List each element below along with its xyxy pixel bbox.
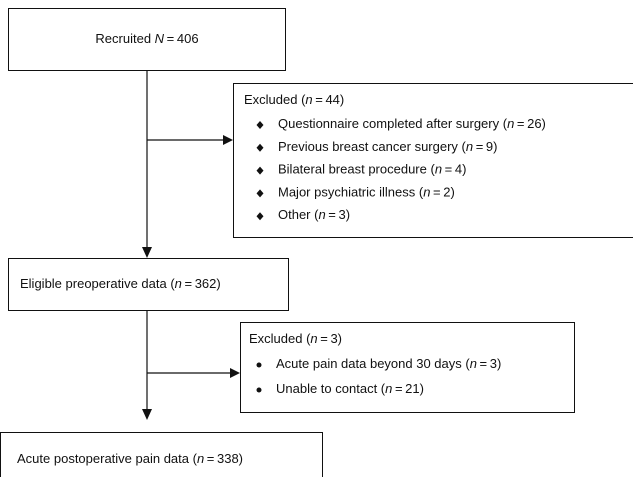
label-part: n [310, 331, 317, 346]
label-part: n [305, 92, 312, 107]
label-part: n [507, 116, 514, 131]
label-part: Acute pain data beyond 30 days ( [276, 356, 470, 371]
label-part: Questionnaire completed after surgery ( [278, 116, 508, 131]
label: Acute postoperative pain data (n = 338) [17, 451, 243, 466]
bullet [256, 121, 264, 129]
arrowhead [230, 368, 240, 378]
arrowhead [142, 409, 152, 420]
box-recruited [8, 8, 286, 71]
label-part: Acute postoperative pain data ( [17, 451, 198, 466]
label-part: = 3) [318, 331, 342, 346]
label-part: Bilateral breast procedure ( [278, 162, 435, 177]
label-part: = 44) [313, 92, 345, 107]
bullet [256, 387, 262, 393]
label-part: = 3) [326, 208, 350, 223]
label-part: = 21) [392, 381, 424, 396]
label: Recruited N = 406 [95, 31, 198, 46]
label-part: n [175, 276, 182, 291]
label: Unable to contact (n = 21) [276, 381, 424, 396]
label-part: N [155, 31, 165, 46]
label-part: Other ( [278, 208, 319, 223]
label: Major psychiatric illness (n = 2) [278, 185, 455, 200]
box-acute [0, 432, 323, 477]
bullet [256, 362, 262, 368]
label-part: Previous breast cancer surgery ( [278, 139, 467, 154]
box-excluded-2 [240, 322, 575, 413]
label-part: n [470, 356, 477, 371]
arrowhead [142, 247, 152, 258]
label-part: n [385, 381, 392, 396]
label-part: Excluded ( [244, 92, 306, 107]
label-part: = 406 [164, 31, 199, 46]
bullet [256, 143, 264, 152]
label: Previous breast cancer surgery (n = 9) [278, 139, 497, 154]
box-excluded-1 [233, 83, 633, 238]
label-part: Excluded ( [249, 331, 311, 346]
label-part: n [466, 139, 473, 154]
label-part: Major psychiatric illness ( [278, 185, 424, 200]
label-part: n [197, 451, 204, 466]
bullet [256, 166, 264, 175]
label-part: = 2) [430, 185, 454, 200]
label: Other (n = 3) [278, 208, 350, 223]
box-eligible [8, 258, 289, 311]
label-part: = 338) [204, 451, 243, 466]
label-part: Eligible preoperative data ( [20, 276, 175, 291]
label-part: Recruited [95, 31, 154, 46]
bullet [256, 212, 264, 221]
label: Acute pain data beyond 30 days (n = 3) [276, 356, 501, 371]
label: Excluded (n = 3) [249, 331, 342, 346]
label: Bilateral breast procedure (n = 4) [278, 162, 466, 177]
arrowhead [223, 135, 233, 145]
label: Excluded (n = 44) [244, 92, 344, 107]
label: Questionnaire completed after surgery (n… [278, 116, 546, 131]
label: Eligible preoperative data (n = 362) [20, 276, 221, 291]
label-part: = 26) [514, 116, 546, 131]
bullet [256, 189, 264, 198]
label-part: = 9) [473, 139, 497, 154]
label-part: = 4) [442, 162, 466, 177]
label-part: n [435, 162, 442, 177]
label-part: Unable to contact ( [276, 381, 386, 396]
label-part: = 3) [477, 356, 501, 371]
label-part: = 362) [182, 276, 221, 291]
label-part: n [318, 208, 325, 223]
label-part: n [423, 185, 430, 200]
